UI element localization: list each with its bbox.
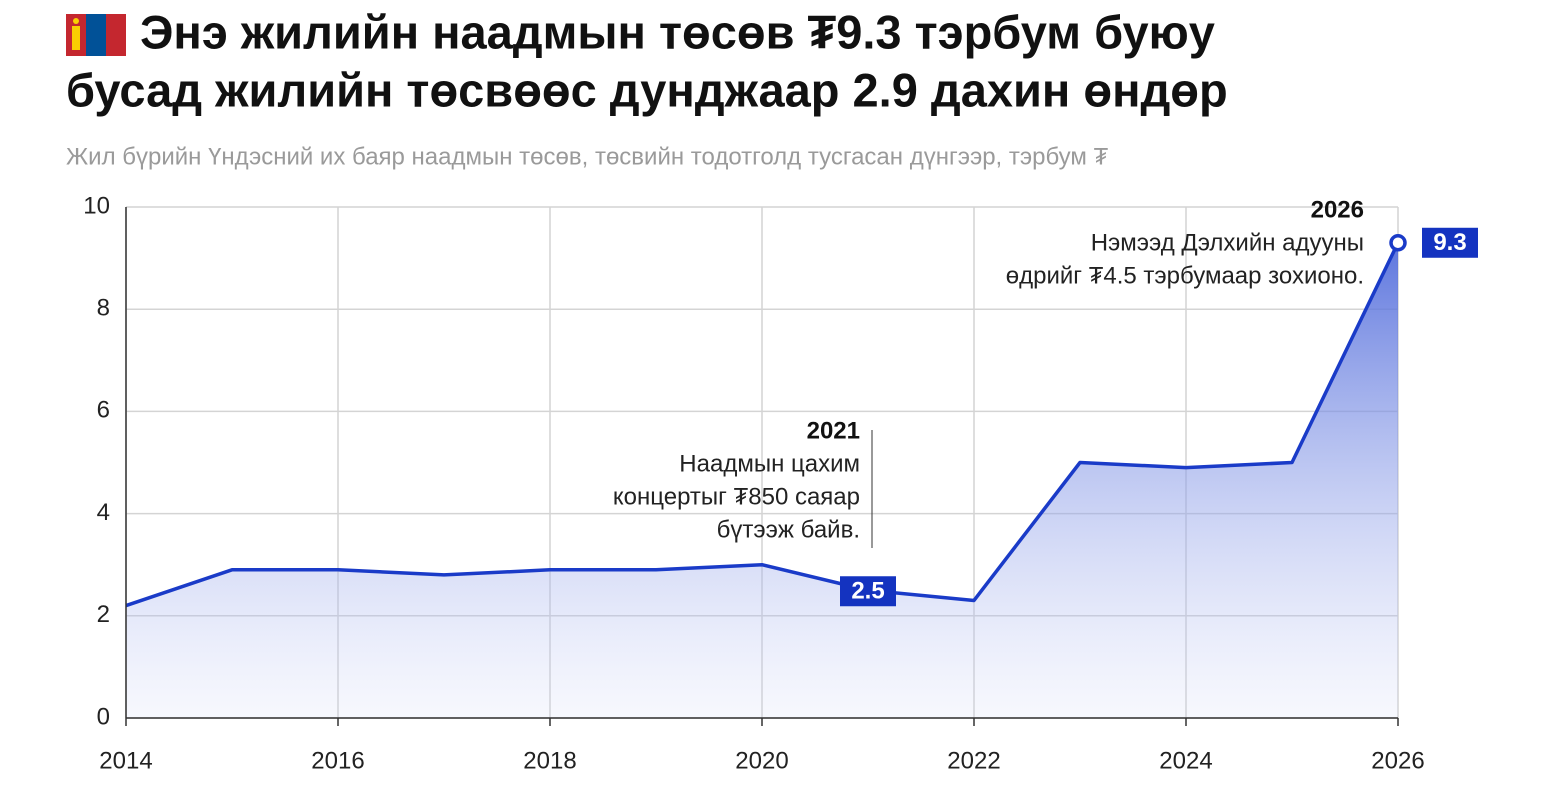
y-tick-label: 2 [97,601,110,628]
annotation-title: 2026 [1311,196,1364,223]
value-label-box [840,576,896,607]
x-tick-label: 2026 [1371,747,1424,774]
x-tick-label: 2018 [523,747,576,774]
chart-title: бусад жилийн төсвөөс дунджаар 2.9 дахин … [66,63,1228,116]
annotation-text: Нэмээд Дэлхийн адууны [1091,229,1364,256]
x-tick-label: 2016 [311,747,364,774]
chart-title: Энэ жилийн наадмын төсөв ₮9.3 тэрбум бую… [140,5,1215,58]
value-label: 2.5 [851,578,884,605]
x-tick-label: 2020 [735,747,788,774]
y-tick-label: 10 [83,192,110,219]
annotation-text: Наадмын цахим [679,450,860,477]
area [126,242,1398,718]
y-tick-label: 4 [97,499,110,526]
value-label: 9.3 [1433,229,1466,256]
x-tick-label: 2022 [947,747,1000,774]
annotation-text: бүтээж байв. [717,516,860,543]
x-tick-label: 2024 [1159,747,1212,774]
x-tick-label: 2014 [99,747,152,774]
flag [66,14,126,56]
y-tick-label: 6 [97,397,110,424]
value-label-box [1422,227,1478,258]
line [125,242,1400,608]
chart-subtitle: Жил бүрийн Үндэсний их баяр наадмын төсө… [66,143,1109,170]
y-tick-label: 8 [97,295,110,322]
y-tick-label: 0 [97,703,110,730]
annotation-text: өдрийг ₮4.5 тэрбумаар зохионо. [1006,262,1364,289]
annotation-title: 2021 [807,417,860,444]
annotation-text: концертыг ₮850 саяар [613,483,860,510]
point [1389,234,1407,252]
